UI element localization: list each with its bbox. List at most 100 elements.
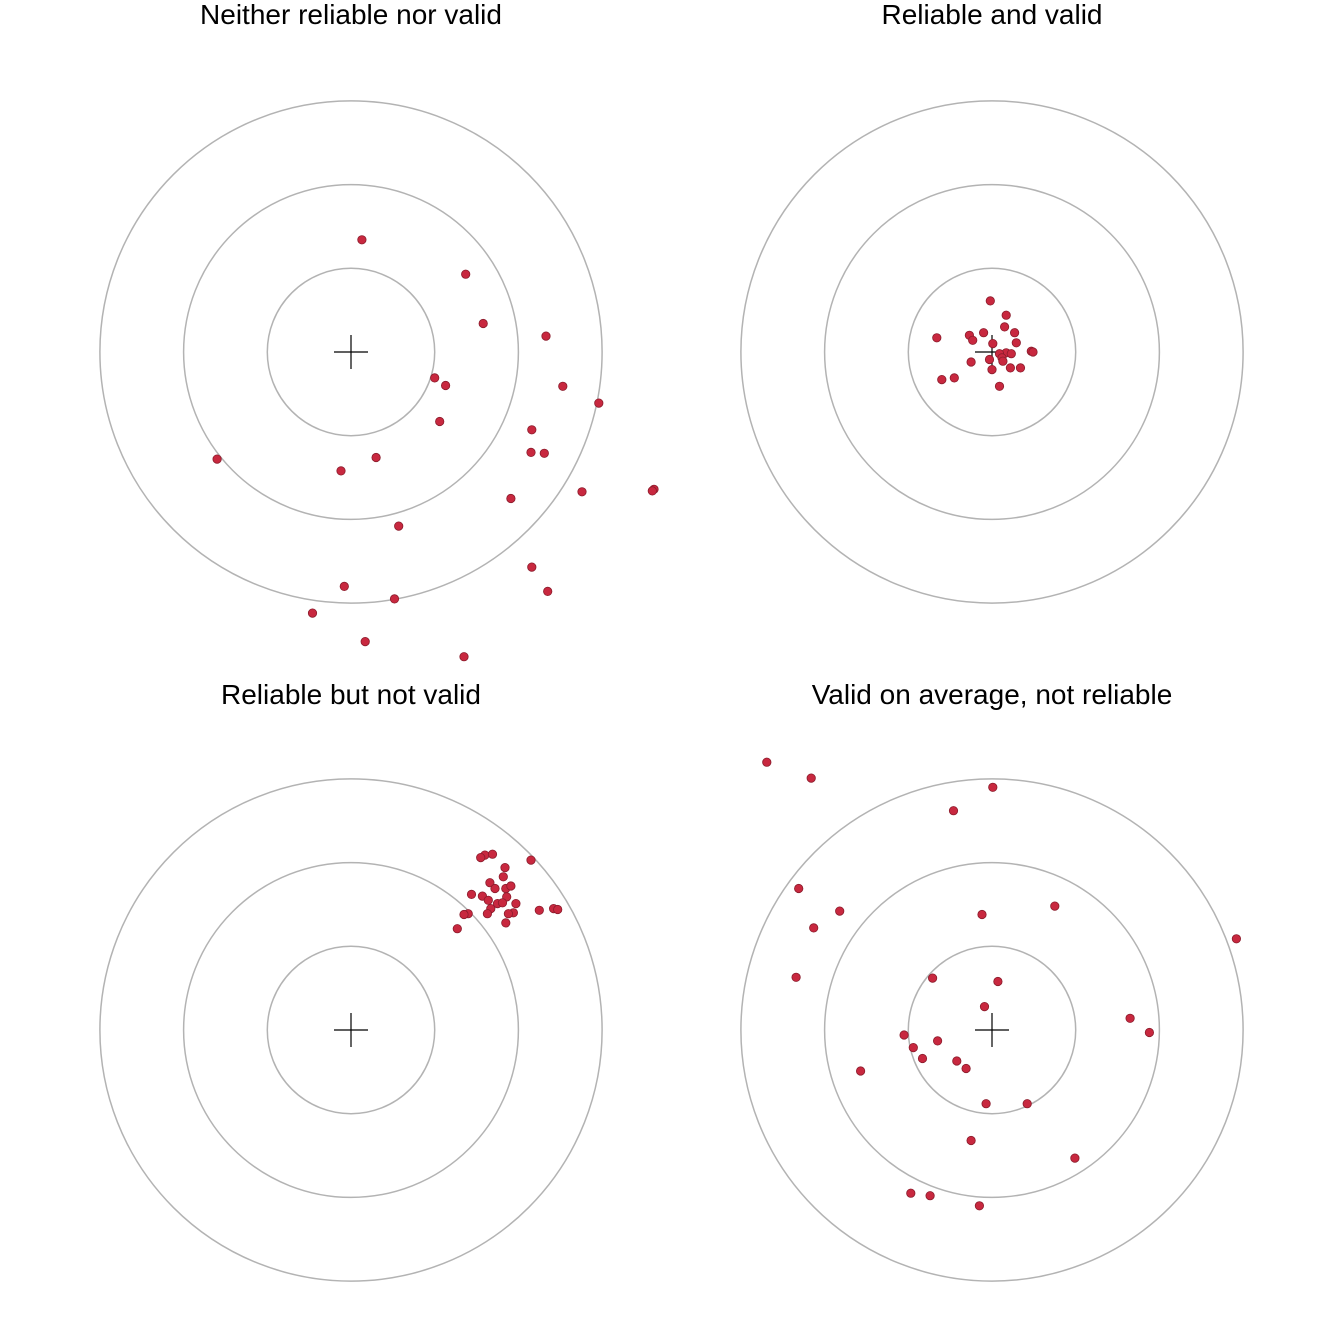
target-ring-3 — [99, 100, 603, 604]
shot-point — [968, 335, 978, 345]
target-ring-2 — [182, 183, 520, 521]
shot-point — [806, 773, 816, 783]
shot-point — [908, 1043, 918, 1053]
target-ring-2 — [182, 861, 520, 1199]
shot-point — [394, 521, 404, 531]
shot-point — [791, 972, 801, 982]
shot-point — [961, 1063, 971, 1074]
shot-point — [1125, 1013, 1135, 1023]
shot-point — [527, 562, 537, 572]
target-ring-3 — [740, 778, 1244, 1282]
shot-point — [526, 855, 536, 865]
shot-point — [998, 356, 1008, 366]
target-ring-2 — [823, 861, 1161, 1199]
panel-reliable-and-valid: Reliable and valid — [740, 0, 1244, 604]
shot-point — [430, 373, 440, 383]
target-ring-1 — [907, 945, 1077, 1115]
shot-point — [809, 923, 819, 933]
shot-point — [466, 889, 477, 900]
shot-point — [476, 852, 486, 863]
shot-point — [927, 973, 938, 983]
shot-point — [979, 1001, 990, 1012]
target-ring-2 — [823, 183, 1161, 521]
target-ring-1 — [266, 945, 436, 1115]
panel-neither-reliable-nor-valid: Neither reliable nor valid — [99, 0, 659, 662]
shot-point — [360, 636, 370, 647]
panel-title: Valid on average, not reliable — [812, 679, 1173, 710]
shot-point — [307, 608, 318, 618]
shot-point — [981, 1099, 991, 1109]
shot-point — [932, 333, 942, 343]
shot-point — [794, 883, 804, 894]
shot-point — [534, 905, 544, 915]
shot-point — [984, 354, 995, 365]
shot-point — [952, 1056, 962, 1066]
target-ring-1 — [266, 267, 436, 437]
shot-point — [1144, 1027, 1155, 1038]
shot-point — [539, 448, 549, 458]
shot-point — [498, 872, 508, 882]
shot-point — [459, 652, 469, 662]
shot-point — [932, 1036, 943, 1046]
shot-point — [917, 1053, 928, 1064]
shot-point — [511, 898, 521, 909]
shot-point — [339, 581, 349, 592]
shot-point — [506, 881, 516, 891]
shot-point — [1006, 349, 1016, 359]
shot-point — [527, 425, 537, 435]
shot-point — [899, 1030, 909, 1040]
shot-point — [440, 380, 451, 391]
shot-point — [526, 447, 536, 457]
shot-point — [336, 466, 346, 476]
shot-point — [1028, 347, 1038, 357]
shot-point — [500, 862, 510, 873]
shot-point — [497, 898, 508, 908]
shot-point — [988, 338, 998, 349]
shot-point — [503, 909, 513, 919]
shot-point — [487, 849, 498, 859]
shot-point — [459, 909, 469, 920]
shot-point — [1022, 1099, 1032, 1109]
shot-point — [966, 357, 976, 367]
shot-point — [835, 906, 845, 916]
shot-point — [553, 904, 563, 915]
shot-point — [541, 331, 551, 341]
target-ring-1 — [907, 267, 1077, 437]
shot-point — [482, 909, 492, 919]
shot-point — [994, 381, 1005, 391]
shot-point — [855, 1066, 866, 1076]
shot-point — [1009, 328, 1020, 338]
panel-valid-on-average-not-reliable: Valid on average, not reliable — [740, 679, 1244, 1282]
panel-title: Neither reliable nor valid — [200, 0, 502, 30]
shot-point — [558, 381, 568, 391]
shot-point — [483, 895, 493, 905]
target-ring-3 — [99, 778, 603, 1282]
shot-point — [1001, 310, 1011, 320]
target-ring-3 — [740, 100, 1244, 604]
shot-point — [577, 487, 587, 497]
shot-point — [452, 924, 462, 934]
shot-point — [937, 374, 947, 385]
shot-point — [906, 1188, 916, 1198]
shot-point — [925, 1191, 935, 1201]
shot-point — [647, 486, 657, 496]
panel-title: Reliable and valid — [881, 0, 1102, 30]
shot-point — [978, 328, 989, 338]
shot-point — [1070, 1153, 1080, 1163]
shot-point — [501, 918, 511, 928]
shot-point — [594, 398, 604, 408]
shot-point — [357, 235, 367, 245]
shot-point — [490, 883, 500, 894]
shot-point — [974, 1201, 985, 1211]
shot-point — [966, 1135, 976, 1146]
shot-point — [485, 878, 495, 888]
shot-point — [212, 454, 222, 464]
shot-point — [461, 269, 471, 279]
shot-point — [543, 586, 553, 597]
shot-point — [1231, 934, 1242, 944]
panel-reliable-but-not-valid: Reliable but not valid — [99, 679, 603, 1282]
shot-point — [1050, 901, 1060, 911]
shot-point — [999, 322, 1010, 332]
shot-point — [949, 373, 959, 383]
